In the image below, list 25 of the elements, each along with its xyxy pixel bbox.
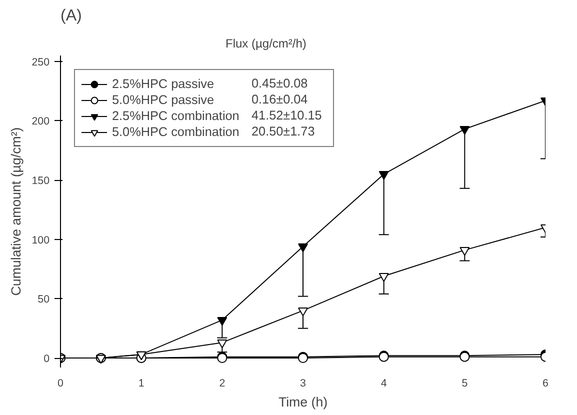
y-tick-label: 200: [32, 116, 50, 128]
annotation: 0.45±0.08: [252, 76, 308, 90]
annotation: 41.52±10.15: [252, 108, 322, 122]
x-tick-label: 5: [462, 378, 468, 390]
x-tick-label: 4: [380, 378, 387, 390]
chart-title: (A): [60, 8, 82, 24]
x-tick-label: 1: [138, 378, 144, 390]
legend-label: 5.0%HPC passive: [112, 93, 214, 107]
y-tick-label: 150: [32, 175, 50, 188]
y-tick-label: 250: [32, 56, 50, 68]
y-axis-title: Cumulative amount (µg/cm²): [8, 127, 24, 296]
annotation: 20.50±1.73: [252, 124, 315, 138]
x-tick-label: 6: [542, 378, 549, 390]
y-tick-label: 50: [38, 294, 50, 306]
x-axis-title: Time (h): [278, 394, 328, 410]
legend-title: Flux (µg/cm²/h): [226, 36, 306, 50]
legend-label: 5.0%HPC combination: [112, 125, 240, 139]
x-tick-label: 3: [300, 378, 306, 390]
legend-label: 2.5%HPC passive: [112, 77, 214, 91]
y-tick-label: 0: [44, 353, 50, 366]
annotation: 0.16±0.04: [252, 92, 308, 106]
legend-label: 2.5%HPC combination: [112, 109, 240, 123]
x-tick-label: 2: [219, 378, 226, 390]
x-tick-label: 0: [58, 378, 64, 390]
y-tick-label: 100: [32, 234, 50, 246]
